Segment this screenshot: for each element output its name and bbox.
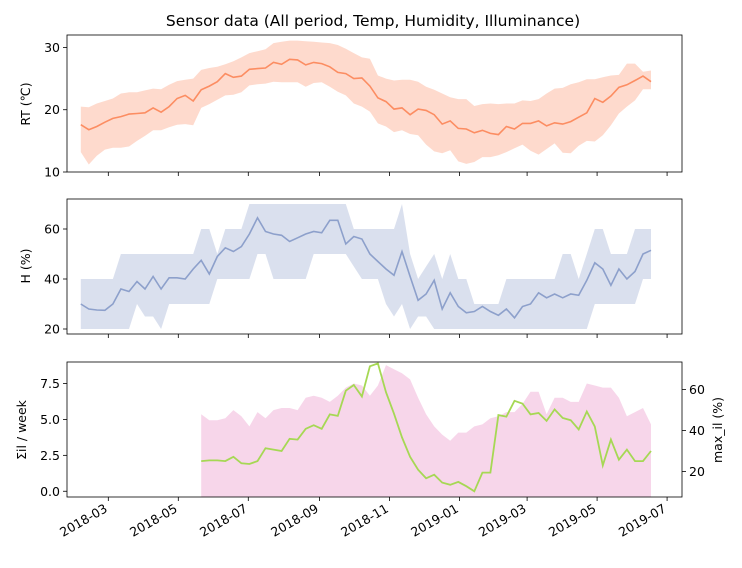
y-tick-label: 10 [44, 165, 60, 180]
right-y-tick-label: 60 [689, 382, 705, 397]
humidity-panel: 20 40 60 [44, 198, 683, 338]
y-tick-label: 60 [44, 222, 60, 237]
y-tick-label: 7.5 [40, 376, 60, 391]
x-tick-label: 2018-07 [197, 501, 250, 540]
y-tick-label: 5.0 [40, 412, 60, 427]
axes-frame [66, 34, 683, 173]
max-il-area [201, 365, 651, 497]
weekly-il-line [201, 362, 652, 493]
x-tick-label: 2018-03 [57, 501, 110, 540]
axes-frame [66, 361, 683, 498]
y-tick-label: 30 [44, 40, 60, 55]
mean-line [80, 58, 652, 136]
temperature-ylabel: RT (℃) [18, 82, 33, 125]
chart-title: Sensor data (All period, Temp, Humidity,… [166, 12, 580, 30]
x-tick-label: 2018-05 [127, 501, 180, 540]
y-tick-label: 0.0 [40, 484, 60, 499]
illuminance-panel: 20 40 60 0.0 2.5 5.0 7.5 2018-03 2018-05 2018-07 2… [40, 361, 705, 540]
y-tick-label: 2.5 [40, 448, 60, 463]
minmax-band [80, 204, 652, 329]
y-tick-label: 40 [44, 272, 60, 287]
y-tick-label: 20 [44, 322, 60, 337]
x-tick-label: 2019-01 [408, 501, 461, 540]
humidity-ylabel: H (%) [18, 248, 33, 283]
right-y-tick-label: 20 [689, 464, 705, 479]
y-tick-label: 20 [44, 102, 60, 117]
max-il-ylabel: max_il (%) [710, 397, 725, 463]
illuminance-ylabel: Σil / week [14, 399, 29, 460]
x-tick-label: 2019-07 [616, 501, 669, 540]
axes-frame [66, 198, 683, 335]
x-tick-label: 2018-11 [338, 501, 391, 540]
mean-line [80, 216, 652, 320]
temperature-panel: 10 20 30 [44, 34, 683, 180]
x-tick-label: 2018-09 [268, 501, 321, 540]
right-y-tick-label: 40 [689, 423, 705, 438]
x-tick-label: 2019-03 [476, 501, 529, 540]
x-tick-label: 2019-05 [546, 501, 599, 540]
minmax-band [80, 40, 652, 165]
